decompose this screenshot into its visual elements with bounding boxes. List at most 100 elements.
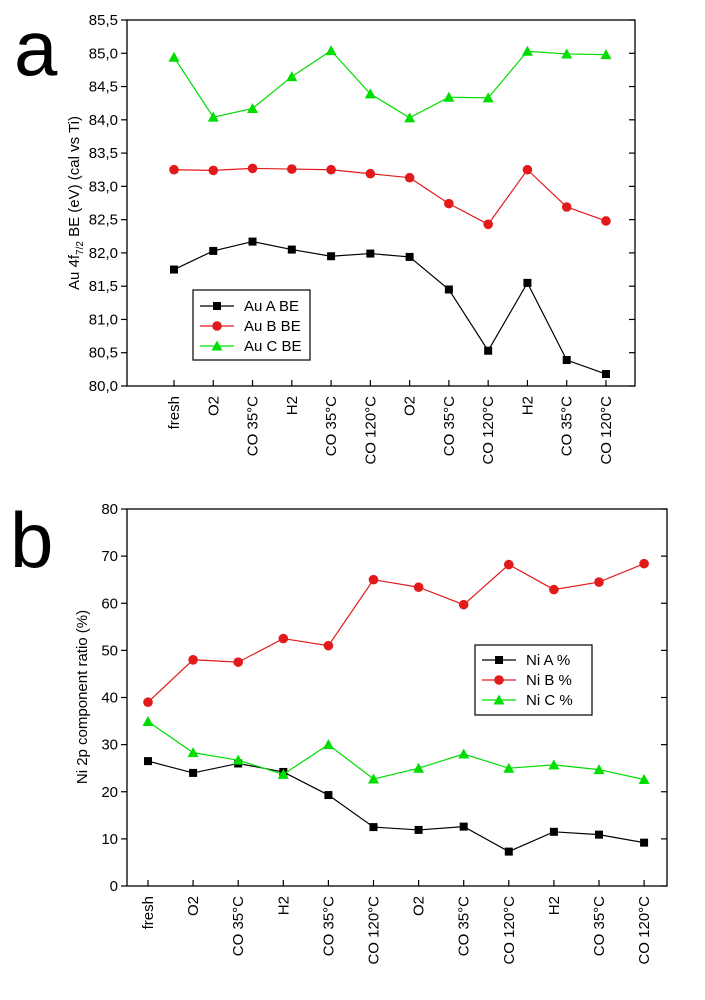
a-x-tick-label: CO 35°C [323,396,340,456]
b-data-point [638,773,650,784]
b-data-point [414,825,423,834]
a-series-line [173,167,607,226]
a-data-point [404,112,416,123]
b-x-tick-label: CO 35°C [320,896,337,956]
a-series-C [168,45,612,123]
a-data-point [208,165,219,176]
a-data-point [170,265,178,274]
a-y-tick-label: 81,5 [89,278,118,295]
b-data-point [458,748,470,759]
a-y-tick-label: 84,5 [89,79,118,96]
a-data-point [561,48,573,59]
b-y-tick-label: 50 [101,642,118,659]
panel-a-series [168,45,612,379]
a-series-line [173,240,607,375]
b-data-point [278,633,289,644]
b-y-tick-label: 80 [101,501,118,518]
b-data-point [324,791,333,800]
b-y-tick-label: 20 [101,784,118,801]
a-data-point [483,219,493,230]
a-data-point [168,51,180,62]
a-x-tick-label: fresh [166,396,183,429]
a-x-tick-label: CO 35°C [559,396,576,456]
a-legend-marker [211,340,223,351]
a-x-tick-label: CO 120°C [480,396,497,465]
b-x-tick-label: CO 120°C [501,896,518,965]
b-x-tick-label: CO 35°C [230,896,247,956]
a-data-point [366,249,375,258]
b-data-point [458,599,469,610]
a-x-tick-label: H2 [519,396,536,415]
panel-a-y-ticks: 80,0 80,5 81,0 81,5 82,0 82,5 83,0 83,5 84,0 84,5… [89,12,635,395]
a-data-point [287,245,296,254]
panel-b-series [142,558,650,856]
b-legend-marker [494,675,504,685]
a-data-point [327,252,336,261]
b-series-line [147,563,645,703]
a-legend-label: Au B BE [244,318,301,335]
b-data-point [459,822,468,831]
b-data-point [142,716,154,727]
b-data-point [144,757,152,766]
a-y-tick-label: 81,0 [89,311,118,328]
b-legend-label: Ni B % [526,672,572,689]
a-data-point [364,88,376,99]
b-x-tick-label: H2 [275,896,292,915]
b-y-tick-label: 40 [101,690,118,707]
b-y-tick-label: 10 [101,831,118,848]
b-data-point [549,827,558,836]
a-y-tick-label: 83,0 [89,178,118,195]
a-y-tick-label: 82,5 [89,212,118,229]
b-data-point [593,764,605,775]
b-data-point [232,754,244,765]
panel-a-chart: a Au 4f7/2 BE (eV) (cal vs Ti) 80,080,58… [14,4,636,465]
panel-a-y-axis-label: Au 4f7/2 BE (eV) (cal vs Ti) [66,116,86,290]
a-data-point [521,45,533,56]
a-data-point [484,346,493,355]
a-y-tick-label: 84,0 [89,112,118,129]
a-legend-marker [212,321,222,331]
panel-b-label: b [10,496,53,584]
a-y-tick-label: 80,5 [89,345,118,362]
a-y-tick-label: 83,5 [89,145,118,162]
panel-a-x-ticks: fresh O2 CO 35°C H2 CO 35°C CO 120°C O2 CO 35°C… [166,380,615,465]
b-x-tick-label: O2 [185,896,202,916]
a-x-tick-label: CO 35°C [245,396,262,456]
b-y-tick-label: 70 [101,548,118,565]
b-data-point [368,574,379,585]
b-data-point [504,559,514,570]
a-data-point [405,252,414,261]
b-data-point [188,655,198,665]
a-data-point [169,164,179,175]
b-data-point [640,838,649,847]
a-data-point [482,92,494,103]
a-data-point [247,103,259,114]
a-data-point [561,202,572,212]
a-data-point [365,168,376,179]
a-series-B [169,163,611,230]
b-data-point [503,762,515,773]
a-data-point [444,198,454,209]
b-data-point [595,830,603,839]
a-data-point [523,278,532,287]
a-data-point [600,49,612,60]
a-data-point [404,172,415,183]
a-data-point [286,71,298,82]
b-legend-marker [495,656,503,664]
b-data-point [233,657,243,667]
b-data-point [504,847,513,856]
a-x-tick-label: O2 [402,396,419,416]
a-data-point [207,111,219,122]
b-x-tick-label: fresh [140,896,157,929]
b-data-point [143,697,153,708]
a-data-point [443,91,455,102]
a-x-tick-label: CO 120°C [598,396,615,465]
a-data-point [209,246,218,255]
b-series-line [147,721,645,781]
panel-a-legend: Au A BE Au B BE Au C BE [192,289,311,361]
a-data-point [562,356,571,365]
b-series-C [142,716,650,784]
b-x-tick-label: H2 [546,896,563,915]
a-data-point [522,164,533,175]
